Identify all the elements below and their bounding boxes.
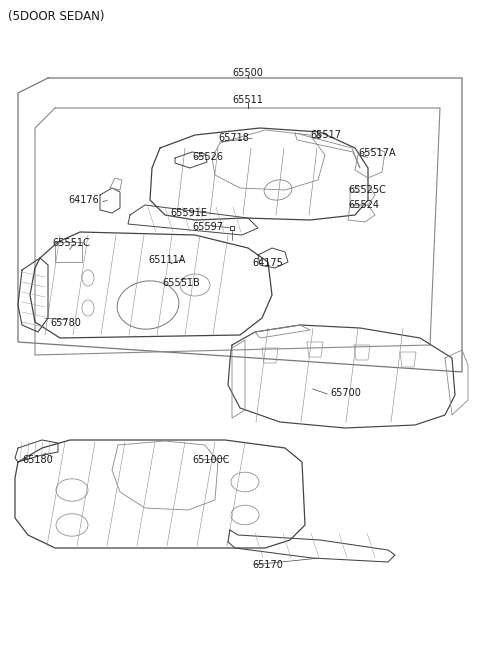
- Text: 65170: 65170: [252, 560, 283, 570]
- Text: 65551B: 65551B: [162, 278, 200, 288]
- Text: 64176: 64176: [68, 195, 99, 205]
- Text: 65551C: 65551C: [52, 238, 90, 248]
- Text: 65517A: 65517A: [358, 148, 396, 158]
- Text: 65780: 65780: [50, 318, 81, 328]
- Text: (5DOOR SEDAN): (5DOOR SEDAN): [8, 10, 105, 23]
- Text: 65180: 65180: [22, 455, 53, 465]
- Text: 65718: 65718: [218, 133, 249, 143]
- Text: 65525C: 65525C: [348, 185, 386, 195]
- Text: 65597: 65597: [192, 222, 223, 232]
- Text: 65511: 65511: [233, 95, 264, 105]
- Text: 64175: 64175: [252, 258, 283, 268]
- Text: 65700: 65700: [330, 388, 361, 398]
- Text: 65517: 65517: [310, 130, 341, 140]
- Text: 65526: 65526: [192, 152, 223, 162]
- Text: 65100C: 65100C: [192, 455, 229, 465]
- Text: 65591E: 65591E: [170, 208, 207, 218]
- Text: 65500: 65500: [233, 68, 264, 78]
- Text: 65524: 65524: [348, 200, 379, 210]
- Text: 65111A: 65111A: [148, 255, 185, 265]
